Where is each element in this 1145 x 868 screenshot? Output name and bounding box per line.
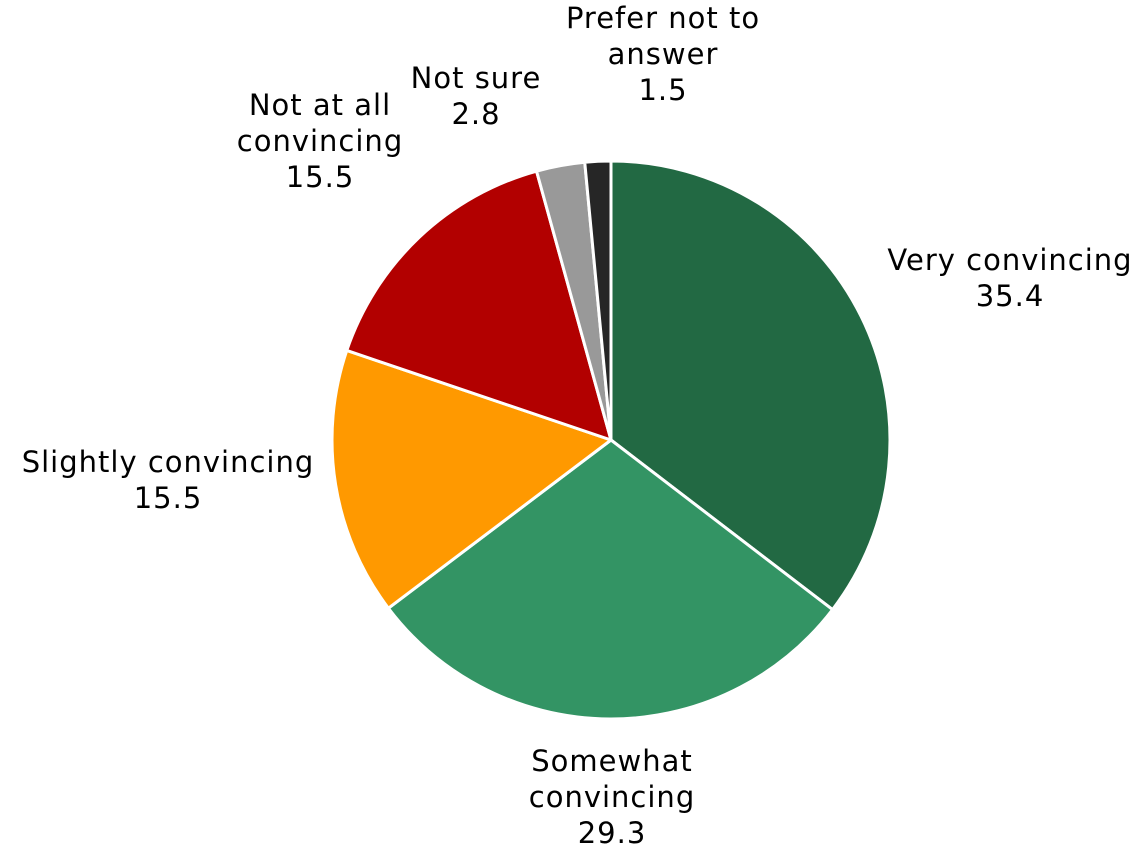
data-label-value: 15.5: [134, 481, 203, 515]
data-label-category: Not at all: [249, 88, 391, 122]
data-label-value: 1.5: [638, 73, 687, 107]
pie-slice-prefer-not-to-answer: [583, 159, 613, 442]
data-label-somewhat-convincing: Somewhat convincing 29.3: [529, 744, 695, 850]
data-label-category: Prefer not to: [566, 1, 760, 35]
data-label-category: convincing: [529, 780, 695, 814]
data-label-category: Very convincing: [887, 243, 1132, 277]
data-label-category: Somewhat: [531, 744, 692, 778]
pie-slices: [330, 159, 892, 721]
pie-slice-somewhat-convincing: [386, 438, 835, 721]
pie-slice-not-at-all-convincing: [345, 169, 613, 442]
data-label-category: Slightly convincing: [22, 445, 315, 479]
pie-slice-very-convincing: [609, 159, 892, 612]
data-label-very-convincing: Very convincing 35.4: [887, 243, 1132, 313]
data-label-value: 15.5: [286, 160, 355, 194]
data-label-value: 29.3: [578, 816, 647, 850]
data-label-slightly-convincing: Slightly convincing 15.5: [22, 445, 315, 515]
data-label-category: answer: [608, 37, 719, 71]
data-label-value: 2.8: [451, 97, 500, 131]
data-label-category: Not sure: [411, 61, 542, 95]
data-label-category: convincing: [237, 124, 403, 158]
data-label-not-at-all-convincing: Not at all convincing 15.5: [237, 88, 403, 194]
data-label-not-sure: Not sure 2.8: [411, 61, 542, 131]
pie-slice-slightly-convincing: [330, 348, 613, 610]
data-label-prefer-not-to-answer: Prefer not to answer 1.5: [566, 1, 760, 107]
data-label-value: 35.4: [976, 279, 1045, 313]
